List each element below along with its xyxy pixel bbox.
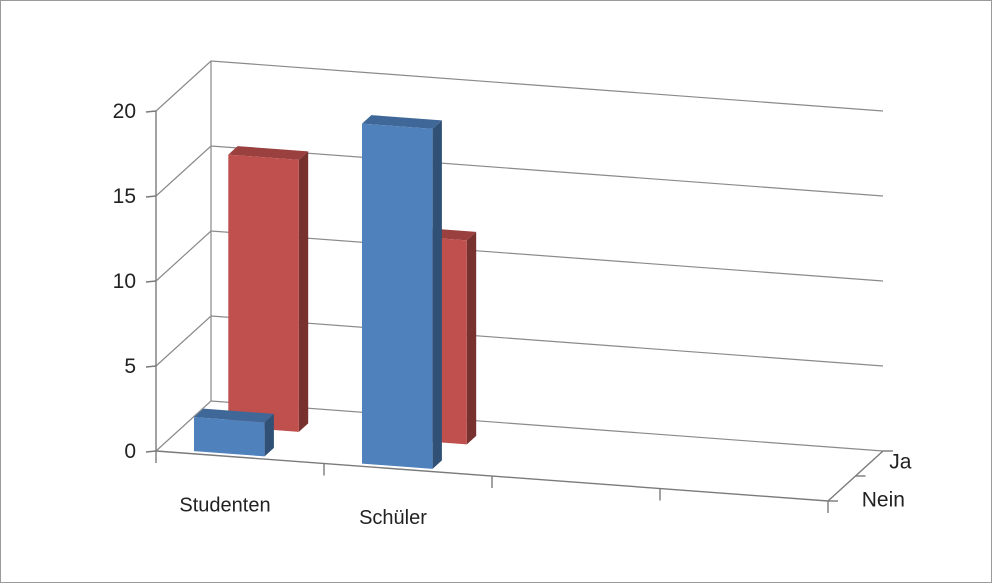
bar-nein-1-side bbox=[466, 231, 477, 445]
y-tick-mark bbox=[145, 280, 157, 283]
bar-ja-0-top bbox=[194, 408, 274, 423]
labels: 0 5 10 15 20 Studenten Schüler Ja Nein bbox=[113, 100, 912, 529]
bar-ja-1-top bbox=[362, 115, 442, 129]
bar-nein-0 bbox=[228, 146, 309, 432]
y-tick-mark bbox=[145, 195, 157, 198]
y-tick-label: 5 bbox=[124, 355, 136, 378]
series-label: Nein bbox=[862, 489, 905, 512]
bars bbox=[194, 115, 477, 469]
axes bbox=[145, 61, 893, 513]
series-label: Ja bbox=[889, 451, 912, 474]
x-category-label: Studenten bbox=[179, 494, 270, 516]
y-tick-label: 20 bbox=[113, 100, 136, 123]
bar-nein-0-side bbox=[298, 151, 309, 432]
y-tick-label: 10 bbox=[113, 270, 136, 293]
bar-nein-0-front bbox=[228, 154, 299, 432]
bar-ja-0-side bbox=[264, 413, 274, 457]
gridline-20 bbox=[155, 60, 884, 112]
bar-nein-0-top bbox=[228, 146, 309, 160]
bar-ja-1 bbox=[362, 115, 442, 469]
bar-ja-0-front bbox=[194, 417, 265, 457]
bar-ja-1-side bbox=[432, 120, 442, 469]
y-tick-mark bbox=[145, 110, 157, 113]
x-category-label: Schüler bbox=[359, 507, 427, 529]
y-tick-mark bbox=[145, 365, 157, 368]
bar-ja-0 bbox=[194, 408, 274, 457]
y-tick-label: 15 bbox=[113, 185, 136, 208]
bar-ja-1-front bbox=[362, 123, 433, 469]
y-tick-label: 0 bbox=[124, 440, 136, 463]
y-tick-mark bbox=[145, 450, 157, 453]
